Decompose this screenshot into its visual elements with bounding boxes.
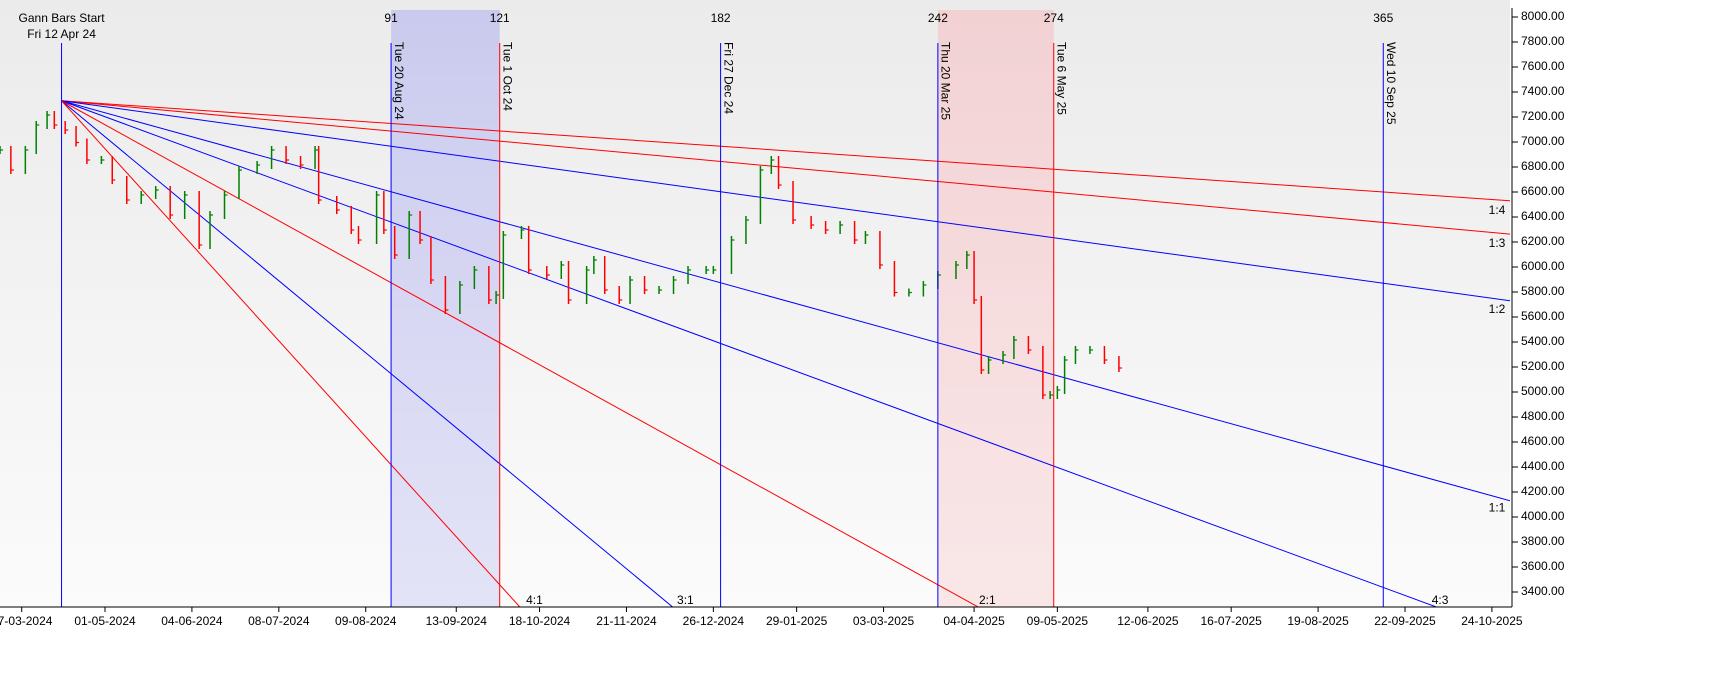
gann-fan-line [61, 100, 1510, 502]
gann-fan-line [61, 100, 1510, 235]
plot-area [0, 0, 1510, 607]
y-tick-label: 3600.00 [1521, 559, 1565, 573]
gann-fan-line [61, 100, 1438, 607]
gann-start-title: Gann Bars Start [19, 11, 106, 25]
gann-start-date: Fri 12 Apr 24 [27, 27, 96, 41]
y-tick-label: 7200.00 [1521, 109, 1565, 123]
cycle-date: Tue 20 Aug 24 [392, 42, 406, 120]
y-tick-label: 3800.00 [1521, 534, 1565, 548]
gann-fan-label: 4:3 [1432, 593, 1449, 607]
gann-fan-label: 3:1 [677, 593, 694, 607]
y-tick-label: 6800.00 [1521, 159, 1565, 173]
x-tick-label: 29-01-2025 [766, 614, 828, 628]
plot [0, 10, 1510, 607]
x-tick-label: 19-08-2025 [1287, 614, 1349, 628]
x-tick-label: 27-03-2024 [0, 614, 53, 628]
x-tick-label: 22-09-2025 [1374, 614, 1436, 628]
y-tick-label: 7000.00 [1521, 134, 1565, 148]
x-tick-label: 13-09-2024 [426, 614, 488, 628]
gann-fan-label: 4:1 [526, 593, 543, 607]
y-tick-label: 8000.00 [1521, 9, 1565, 23]
x-tick-label: 21-11-2024 [596, 614, 657, 628]
y-tick-label: 6000.00 [1521, 259, 1565, 273]
y-tick-label: 4800.00 [1521, 409, 1565, 423]
cycle-date: Wed 10 Sep 25 [1384, 42, 1398, 125]
gann-fan-label: 2:1 [979, 593, 996, 607]
x-tick-label: 09-08-2024 [335, 614, 397, 628]
y-tick-label: 7400.00 [1521, 84, 1565, 98]
y-tick-label: 4600.00 [1521, 434, 1565, 448]
x-tick-label: 01-05-2024 [74, 614, 136, 628]
cycle-zone-fade [937, 10, 1054, 607]
cycle-bar-count: 182 [711, 11, 731, 25]
x-tick-label: 04-04-2025 [943, 614, 1005, 628]
x-tick-label: 24-10-2025 [1461, 614, 1523, 628]
y-tick-label: 5600.00 [1521, 309, 1565, 323]
y-tick-label: 7800.00 [1521, 34, 1565, 48]
y-tick-label: 4200.00 [1521, 484, 1565, 498]
cycle-date: Thu 20 Mar 25 [939, 42, 953, 120]
cycle-bar-count: 91 [384, 11, 398, 25]
x-tick-label: 03-03-2025 [853, 614, 915, 628]
cycle-bar-count: 121 [490, 11, 510, 25]
y-tick-label: 6200.00 [1521, 234, 1565, 248]
x-tick-label: 26-12-2024 [683, 614, 745, 628]
cycle-bar-count: 274 [1044, 11, 1064, 25]
y-tick-label: 5400.00 [1521, 334, 1565, 348]
x-tick-label: 16-07-2025 [1200, 614, 1262, 628]
gann-fan-line [61, 100, 980, 607]
y-tick-label: 3400.00 [1521, 584, 1565, 598]
y-tick-label: 5800.00 [1521, 284, 1565, 298]
gann-fan-line [61, 100, 521, 607]
gann-fan-line [61, 100, 1510, 302]
gann-fan-label: 1:1 [1489, 500, 1506, 514]
gann-fan-label: 1:3 [1489, 236, 1506, 250]
gann-fan-label: 1:4 [1489, 203, 1506, 217]
y-tick-label: 4000.00 [1521, 509, 1565, 523]
y-tick-label: 4400.00 [1521, 459, 1565, 473]
cycle-date: Tue 6 May 25 [1055, 42, 1069, 115]
x-tick-label: 04-06-2024 [161, 614, 223, 628]
x-tick-label: 09-05-2025 [1027, 614, 1089, 628]
x-tick-label: 18-10-2024 [509, 614, 571, 628]
y-tick-label: 7600.00 [1521, 59, 1565, 73]
overlay: 3400.00 3600.00 3800.00 4000.00 4200.00 4400.… [0, 9, 1565, 628]
y-tick-label: 6400.00 [1521, 209, 1565, 223]
gann-fan-label: 1:2 [1489, 302, 1506, 316]
gann-fan-line [61, 100, 674, 607]
cycle-date: Tue 1 Oct 24 [501, 42, 515, 111]
x-tick-label: 08-07-2024 [248, 614, 310, 628]
cycle-bar-count: 365 [1373, 11, 1393, 25]
cycle-date: Fri 27 Dec 24 [721, 42, 735, 114]
gann-fan-line [61, 100, 1510, 202]
y-tick-label: 5000.00 [1521, 384, 1565, 398]
x-tick-label: 12-06-2025 [1117, 614, 1179, 628]
cycle-bar-count: 242 [928, 11, 948, 25]
y-tick-label: 6600.00 [1521, 184, 1565, 198]
y-tick-label: 5200.00 [1521, 359, 1565, 373]
